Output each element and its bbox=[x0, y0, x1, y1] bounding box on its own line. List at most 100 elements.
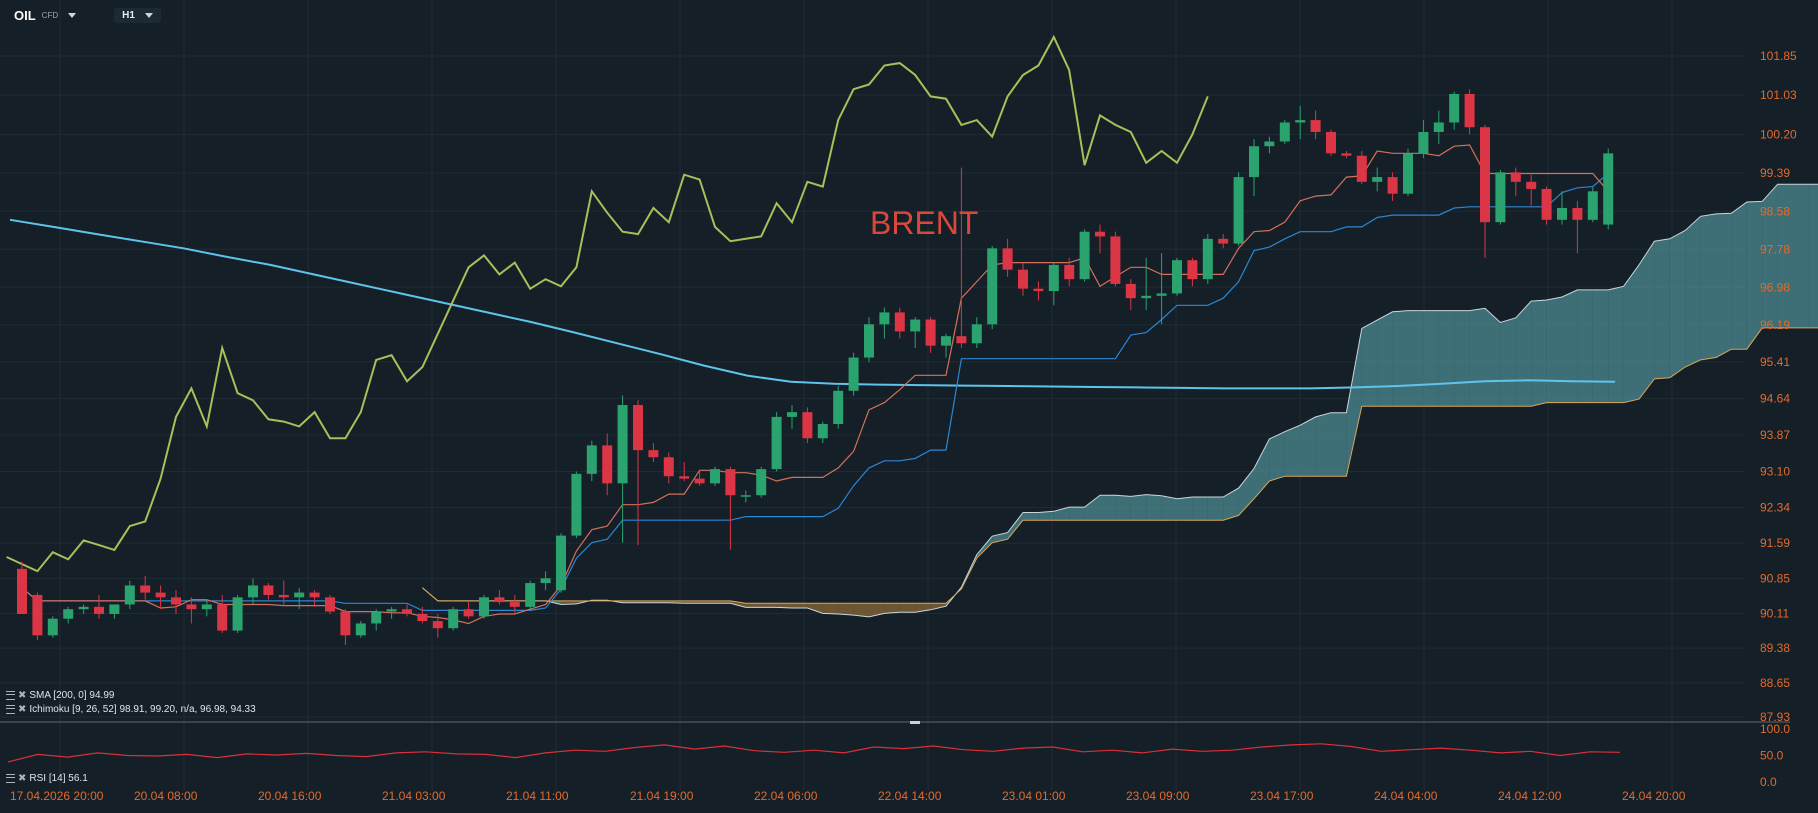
candle-body bbox=[1418, 131, 1429, 154]
price-tick-label: 96.19 bbox=[1760, 318, 1790, 332]
candle bbox=[802, 407, 813, 444]
cloud-segment bbox=[1346, 328, 1362, 477]
time-tick-label: 22.04 14:00 bbox=[878, 789, 942, 803]
candle bbox=[1172, 257, 1182, 296]
candle-body bbox=[1510, 172, 1521, 182]
candle-body bbox=[1125, 283, 1136, 299]
timeframe-selector[interactable]: H1 bbox=[114, 8, 161, 23]
candle bbox=[1480, 124, 1490, 258]
cloud-segment bbox=[1777, 184, 1793, 328]
cloud-segment bbox=[1562, 289, 1578, 403]
candle-body bbox=[1079, 231, 1090, 280]
candle bbox=[848, 352, 859, 396]
candle-body bbox=[1218, 238, 1229, 244]
candle bbox=[1002, 238, 1013, 277]
symbol-selector[interactable]: OIL CFD bbox=[14, 8, 77, 23]
cloud-segment bbox=[1685, 216, 1701, 367]
candle bbox=[448, 606, 459, 631]
candle bbox=[648, 443, 659, 463]
cloud-segment bbox=[1438, 310, 1455, 407]
price-tick-label: 90.11 bbox=[1760, 606, 1789, 620]
cloud-segment bbox=[1100, 495, 1116, 521]
candle bbox=[1557, 191, 1567, 225]
senkou-span-b-line bbox=[422, 327, 1818, 604]
price-tick-label: 101.03 bbox=[1760, 88, 1797, 102]
cloud-segment bbox=[1069, 507, 1085, 521]
candle bbox=[617, 395, 628, 543]
candle-body bbox=[1002, 248, 1013, 270]
candle-body bbox=[1018, 269, 1028, 289]
candle-body bbox=[1172, 260, 1182, 294]
candle-body bbox=[94, 606, 104, 614]
candle-body bbox=[679, 476, 690, 479]
candlesticks bbox=[17, 89, 1614, 645]
cloud-segment bbox=[1546, 297, 1562, 403]
candle bbox=[971, 317, 982, 349]
candle bbox=[1587, 186, 1598, 223]
candle bbox=[325, 594, 335, 614]
cloud-segment bbox=[730, 600, 746, 608]
candle bbox=[1403, 148, 1413, 197]
candle-body bbox=[556, 535, 566, 591]
cloud-segment bbox=[761, 603, 777, 608]
rsi-pane: 100.0 50.0 0.0 bbox=[7, 722, 1790, 789]
candle bbox=[1495, 169, 1506, 225]
candle-body bbox=[1587, 191, 1598, 220]
candle bbox=[833, 386, 844, 429]
cloud-segment bbox=[1469, 308, 1485, 407]
candle bbox=[386, 606, 397, 619]
sma-200-line bbox=[9, 218, 1616, 390]
close-icon[interactable]: ✖ bbox=[18, 690, 27, 701]
cloud-segment bbox=[976, 536, 993, 559]
candle bbox=[155, 585, 166, 610]
candle-body bbox=[186, 604, 197, 610]
candle-body bbox=[1110, 236, 1121, 284]
candle-body bbox=[756, 469, 767, 496]
candle-body bbox=[1557, 207, 1567, 220]
candle-body bbox=[386, 609, 397, 612]
candle-body bbox=[1603, 153, 1614, 225]
price-tick-label: 101.85 bbox=[1760, 49, 1797, 63]
candle bbox=[1341, 150, 1352, 159]
candle bbox=[494, 590, 505, 605]
close-icon[interactable]: ✖ bbox=[18, 773, 27, 784]
candle bbox=[47, 616, 58, 638]
close-icon[interactable]: ✖ bbox=[18, 704, 27, 715]
candle-body bbox=[586, 445, 597, 474]
legend-rsi[interactable]: ✖ RSI [14] 56.1 bbox=[6, 773, 88, 784]
pane-resize-handle[interactable] bbox=[910, 721, 920, 724]
price-axis[interactable]: 101.85 101.03 100.20 99.39 98.58 97.78 96.98 96… bbox=[1760, 49, 1797, 724]
time-axis[interactable]: 17.04.2026 20:00 20.04 08:00 20.04 16:00 21… bbox=[10, 789, 1686, 803]
cloud-segment bbox=[1161, 495, 1177, 521]
legend-sma[interactable]: ✖ SMA [200, 0] 94.99 bbox=[6, 690, 114, 701]
candle bbox=[278, 580, 289, 605]
candle-body bbox=[1526, 181, 1537, 189]
price-tick-label: 100.20 bbox=[1760, 127, 1797, 141]
price-tick-label: 88.65 bbox=[1760, 676, 1790, 690]
cloud-segment bbox=[1716, 213, 1732, 358]
price-tick-label: 90.85 bbox=[1760, 571, 1790, 585]
candle-body bbox=[1141, 295, 1152, 299]
time-tick-label: 24.04 12:00 bbox=[1498, 789, 1562, 803]
candle bbox=[1310, 110, 1321, 140]
price-tick-label: 97.78 bbox=[1760, 242, 1790, 256]
candle bbox=[556, 533, 566, 593]
settings-lines-icon[interactable] bbox=[6, 774, 15, 783]
cloud-segment bbox=[930, 603, 946, 610]
candle bbox=[1125, 279, 1136, 311]
candle-body bbox=[217, 604, 228, 631]
candle-body bbox=[1495, 172, 1506, 223]
settings-lines-icon[interactable] bbox=[6, 691, 15, 700]
candle bbox=[1326, 129, 1336, 156]
legend-ichimoku[interactable]: ✖ Ichimoku [9, 26, 52] 98.91, 99.20, n/a… bbox=[6, 704, 256, 715]
cloud-segment bbox=[1746, 201, 1763, 350]
candle bbox=[1264, 136, 1275, 154]
cloud-segment bbox=[1084, 495, 1100, 521]
candle-body bbox=[1541, 188, 1552, 220]
settings-lines-icon[interactable] bbox=[6, 705, 15, 714]
candle bbox=[1187, 257, 1198, 287]
cloud-segment bbox=[838, 603, 854, 616]
candle bbox=[248, 578, 258, 605]
candle-body bbox=[248, 585, 258, 598]
